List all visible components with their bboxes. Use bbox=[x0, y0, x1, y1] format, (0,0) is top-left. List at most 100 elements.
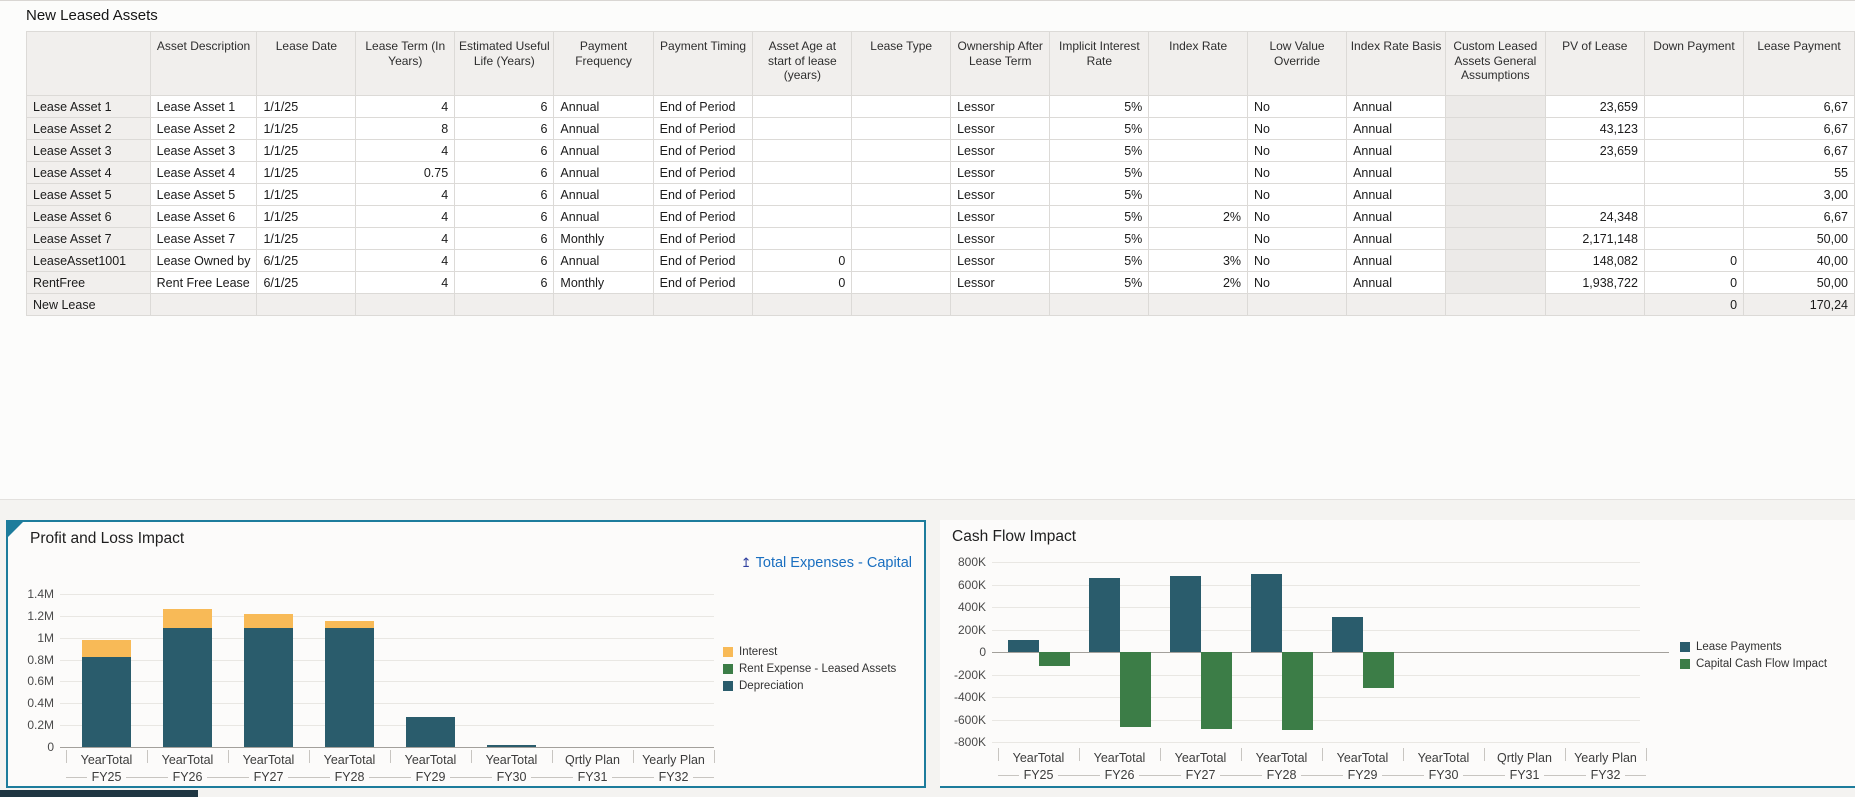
grid-cell[interactable]: 6 bbox=[454, 227, 555, 250]
grid-cell[interactable]: 1/1/25 bbox=[256, 95, 357, 118]
grid-cell[interactable] bbox=[1148, 161, 1249, 184]
grid-cell[interactable]: No bbox=[1247, 183, 1348, 206]
grid-cell[interactable] bbox=[1643, 139, 1745, 162]
grid-cell[interactable] bbox=[1445, 293, 1546, 316]
grid-cell[interactable]: Lease Asset 4 bbox=[149, 161, 258, 184]
grid-cell[interactable]: 0 bbox=[1643, 249, 1745, 272]
grid-cell[interactable]: Lease Asset 1 bbox=[149, 95, 258, 118]
grid-cell[interactable]: 5% bbox=[1049, 249, 1150, 272]
grid-cell[interactable]: Annual bbox=[1346, 205, 1447, 228]
grid-cell[interactable]: 4 bbox=[355, 183, 456, 206]
grid-cell[interactable]: Lease Asset 6 bbox=[149, 205, 258, 228]
grid-cell[interactable]: Lease Asset 2 bbox=[149, 117, 258, 140]
grid-cell[interactable]: Annual bbox=[553, 117, 654, 140]
grid-cell[interactable]: Annual bbox=[553, 183, 654, 206]
grid-cell[interactable] bbox=[752, 205, 853, 228]
grid-cell[interactable]: No bbox=[1247, 139, 1348, 162]
grid-cell[interactable]: 6 bbox=[454, 161, 555, 184]
grid-cell[interactable] bbox=[1445, 95, 1546, 118]
grid-cell[interactable] bbox=[1148, 227, 1249, 250]
grid-cell[interactable] bbox=[1148, 95, 1249, 118]
grid-cell[interactable]: 5% bbox=[1049, 161, 1150, 184]
grid-cell[interactable] bbox=[752, 293, 853, 316]
grid-cell[interactable]: 3,00 bbox=[1743, 183, 1855, 206]
grid-cell[interactable]: 1/1/25 bbox=[256, 227, 357, 250]
grid-cell[interactable]: 50,00 bbox=[1743, 227, 1855, 250]
grid-cell[interactable]: 4 bbox=[355, 271, 456, 294]
grid-cell[interactable] bbox=[1148, 139, 1249, 162]
grid-cell[interactable]: 0.75 bbox=[355, 161, 456, 184]
grid-cell[interactable] bbox=[553, 293, 654, 316]
grid-cell[interactable]: 6,67 bbox=[1743, 205, 1855, 228]
grid-cell[interactable] bbox=[1643, 117, 1745, 140]
grid-cell[interactable]: 4 bbox=[355, 249, 456, 272]
legend-item[interactable]: Depreciation bbox=[723, 677, 896, 694]
grid-cell[interactable]: 0 bbox=[752, 249, 853, 272]
grid-cell[interactable] bbox=[752, 183, 853, 206]
grid-cell[interactable]: 1,938,722 bbox=[1544, 271, 1645, 294]
grid-cell[interactable]: 50,00 bbox=[1743, 271, 1855, 294]
grid-cell[interactable] bbox=[851, 249, 952, 272]
grid-cell[interactable]: 40,00 bbox=[1743, 249, 1855, 272]
grid-cell[interactable]: No bbox=[1247, 227, 1348, 250]
grid-cell[interactable] bbox=[1544, 183, 1645, 206]
grid-cell[interactable]: 1/1/25 bbox=[256, 139, 357, 162]
grid-cell[interactable]: 5% bbox=[1049, 271, 1150, 294]
pnl-impact-panel[interactable]: Profit and Loss Impact ↥ Total Expenses -… bbox=[6, 520, 926, 788]
grid-cell[interactable] bbox=[1643, 95, 1745, 118]
legend-item[interactable]: Rent Expense - Leased Assets bbox=[723, 660, 896, 677]
grid-cell[interactable]: Monthly bbox=[553, 227, 654, 250]
grid-cell[interactable]: Annual bbox=[1346, 271, 1447, 294]
grid-cell[interactable]: Lessor bbox=[950, 205, 1051, 228]
grid-cell[interactable] bbox=[1544, 293, 1645, 316]
grid-cell[interactable]: No bbox=[1247, 95, 1348, 118]
grid-cell[interactable] bbox=[1148, 293, 1249, 316]
grid-cell[interactable]: 6 bbox=[454, 183, 555, 206]
grid-cell[interactable] bbox=[1148, 117, 1249, 140]
grid-cell[interactable] bbox=[851, 227, 952, 250]
grid-cell[interactable]: End of Period bbox=[652, 95, 754, 118]
grid-cell[interactable]: Annual bbox=[1346, 117, 1447, 140]
grid-cell[interactable]: No bbox=[1247, 205, 1348, 228]
grid-cell[interactable]: Annual bbox=[553, 139, 654, 162]
grid-cell[interactable]: 23,659 bbox=[1544, 139, 1645, 162]
grid-cell[interactable]: Annual bbox=[553, 95, 654, 118]
grid-cell[interactable]: No bbox=[1247, 249, 1348, 272]
grid-cell[interactable]: 5% bbox=[1049, 227, 1150, 250]
grid-cell[interactable]: Lessor bbox=[950, 95, 1051, 118]
grid-cell[interactable]: 0 bbox=[1643, 271, 1745, 294]
grid-cell[interactable]: 6,67 bbox=[1743, 139, 1855, 162]
grid-cell[interactable]: End of Period bbox=[652, 205, 754, 228]
grid-cell[interactable]: Annual bbox=[1346, 95, 1447, 118]
grid-cell[interactable] bbox=[752, 117, 853, 140]
grid-cell[interactable]: 6 bbox=[454, 271, 555, 294]
grid-cell[interactable]: No bbox=[1247, 271, 1348, 294]
grid-cell[interactable]: End of Period bbox=[652, 161, 754, 184]
grid-cell[interactable]: Annual bbox=[553, 161, 654, 184]
grid-cell[interactable]: Lessor bbox=[950, 183, 1051, 206]
grid-cell[interactable]: 1/1/25 bbox=[256, 205, 357, 228]
grid-cell[interactable]: 2% bbox=[1148, 271, 1249, 294]
grid-cell[interactable]: Annual bbox=[1346, 183, 1447, 206]
grid-cell[interactable]: 5% bbox=[1049, 117, 1150, 140]
grid-cell[interactable]: Lease Owned by bbox=[149, 249, 258, 272]
grid-cell[interactable]: End of Period bbox=[652, 271, 754, 294]
grid-cell[interactable] bbox=[256, 293, 357, 316]
grid-cell[interactable]: 0 bbox=[1643, 293, 1745, 316]
grid-cell[interactable] bbox=[851, 293, 952, 316]
legend-item[interactable]: Capital Cash Flow Impact bbox=[1680, 655, 1827, 672]
grid-cell[interactable]: Annual bbox=[1346, 161, 1447, 184]
grid-cell[interactable]: 55 bbox=[1743, 161, 1855, 184]
grid-cell[interactable]: Annual bbox=[1346, 227, 1447, 250]
grid-cell[interactable]: 4 bbox=[355, 205, 456, 228]
grid-cell[interactable]: 4 bbox=[355, 139, 456, 162]
grid-cell[interactable] bbox=[1643, 161, 1745, 184]
grid-cell[interactable]: 6 bbox=[454, 117, 555, 140]
grid-cell[interactable] bbox=[1148, 183, 1249, 206]
grid-cell[interactable]: 0 bbox=[752, 271, 853, 294]
grid-cell[interactable]: Lessor bbox=[950, 139, 1051, 162]
grid-cell[interactable]: End of Period bbox=[652, 249, 754, 272]
grid-cell[interactable] bbox=[1643, 227, 1745, 250]
grid-cell[interactable] bbox=[752, 139, 853, 162]
grid-cell[interactable]: Annual bbox=[1346, 249, 1447, 272]
